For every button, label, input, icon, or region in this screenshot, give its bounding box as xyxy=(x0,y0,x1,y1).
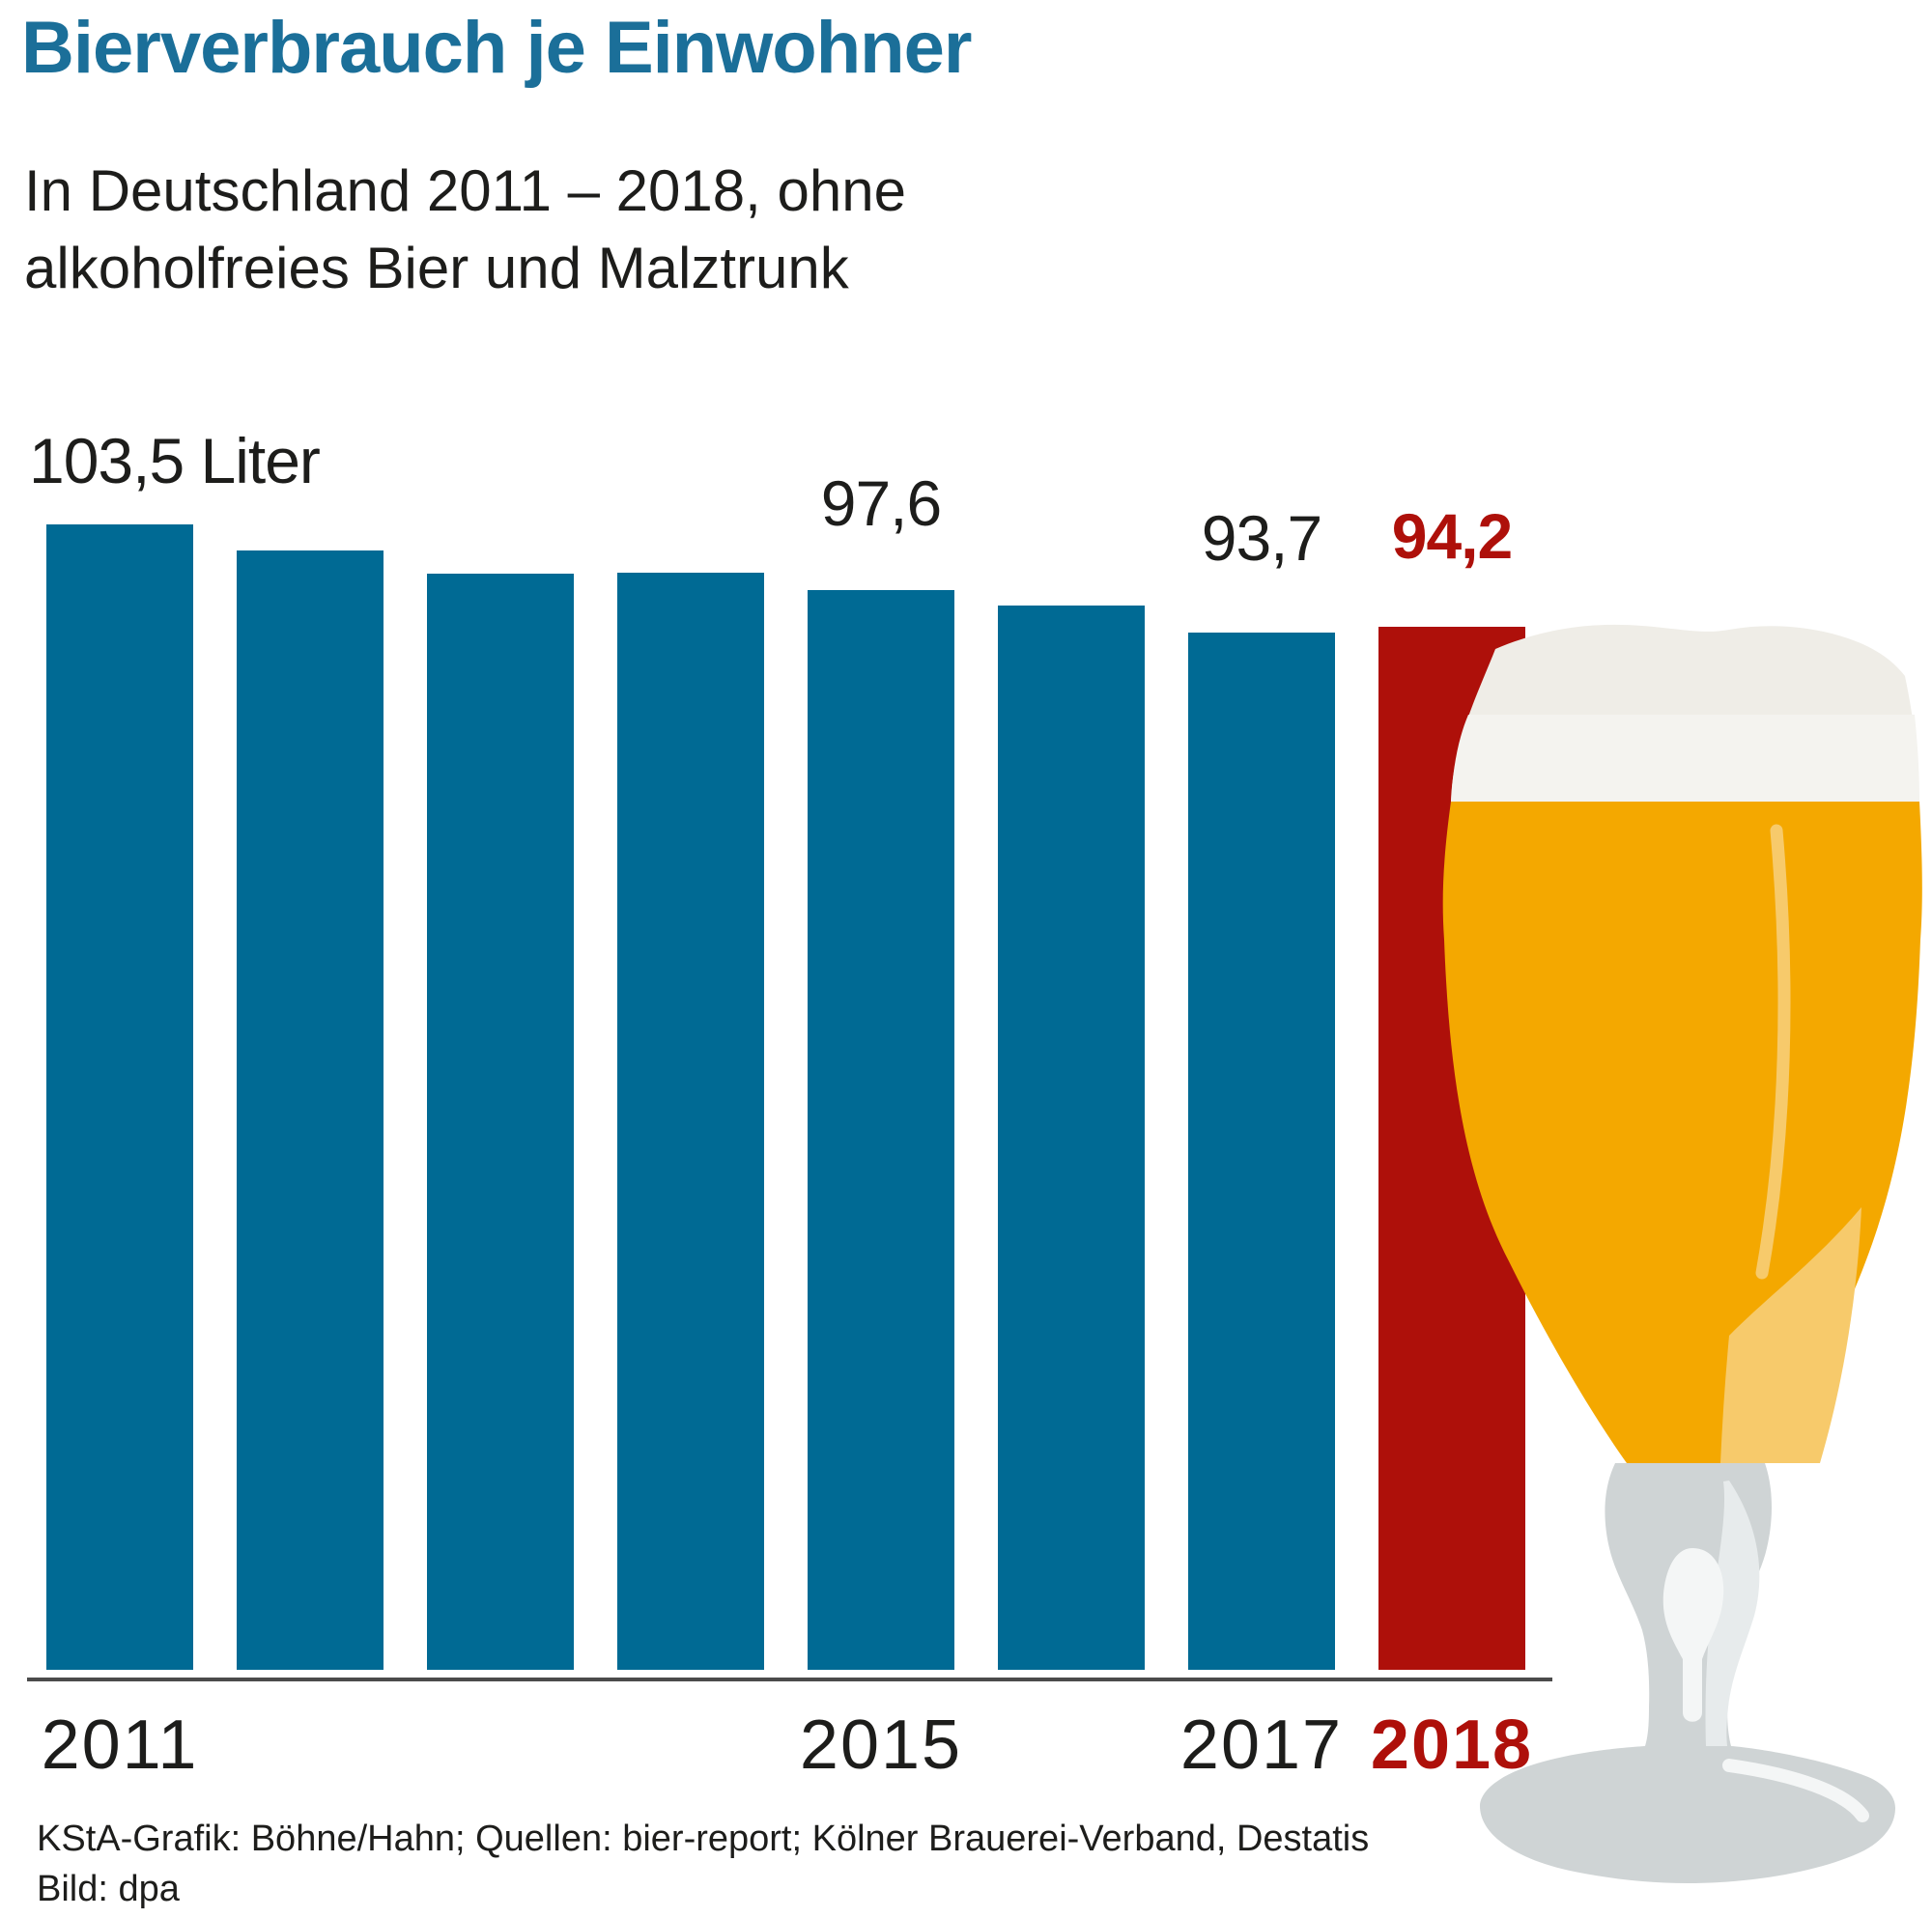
bar-2017 xyxy=(1188,633,1335,1670)
glass-keyhole-reflection xyxy=(1662,1548,1724,1722)
bar-2011 xyxy=(46,524,193,1670)
x-tick-2017: 2017 xyxy=(1179,1706,1344,1784)
credit-line: KStA-Grafik: Böhne/Hahn; Quellen: bier-r… xyxy=(37,1819,1370,1859)
value-label-2017: 93,7 xyxy=(1201,502,1322,574)
beer-glass-illustration xyxy=(1442,624,1922,1883)
value-label-2015: 97,6 xyxy=(820,467,942,539)
bar-2014 xyxy=(617,573,764,1670)
subtitle-line-2: alkoholfreies Bier und Malztrunk xyxy=(24,236,849,300)
x-axis-line xyxy=(27,1678,1552,1681)
beer-highlight-patch xyxy=(1720,1207,1861,1463)
bar-2016 xyxy=(998,606,1145,1670)
foam-bright-band xyxy=(1451,715,1919,802)
x-tick-2015: 2015 xyxy=(799,1706,963,1784)
bar-2015 xyxy=(808,590,954,1670)
value-label-2018: 94,2 xyxy=(1391,500,1513,572)
x-tick-2011: 2011 xyxy=(41,1706,199,1784)
page-title: Bierverbrauch je Einwohner xyxy=(21,7,972,89)
bar-2013 xyxy=(427,574,574,1670)
x-tick-2018: 2018 xyxy=(1370,1706,1534,1784)
source-credit: KStA-Grafik: Böhne/Hahn; Quellen: bier-r… xyxy=(37,1814,1369,1914)
image-credit-line: Bild: dpa xyxy=(37,1869,180,1909)
value-label-2011: 103,5 Liter xyxy=(29,425,321,496)
bar-2012 xyxy=(237,550,384,1670)
glass-stem-highlight xyxy=(1705,1481,1760,1746)
glass-foot-highlight xyxy=(1722,1759,1869,1822)
beer-highlight-arc xyxy=(1755,824,1791,1280)
beer-shape xyxy=(1442,802,1922,1463)
subtitle: In Deutschland 2011 – 2018, ohne alkohol… xyxy=(24,153,906,307)
subtitle-line-1: In Deutschland 2011 – 2018, ohne xyxy=(24,158,906,223)
